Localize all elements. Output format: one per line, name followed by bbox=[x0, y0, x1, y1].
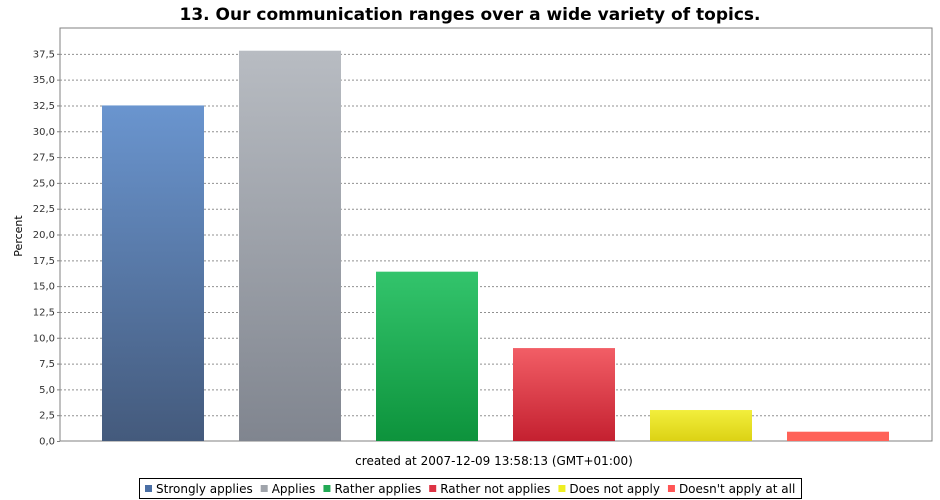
bar-6 bbox=[787, 431, 889, 441]
legend-box bbox=[139, 478, 802, 499]
y-tick-label: 10,0 bbox=[33, 333, 55, 344]
bar-5 bbox=[650, 410, 752, 441]
y-tick-label: 35,0 bbox=[33, 75, 55, 86]
legend-swatch bbox=[145, 485, 152, 492]
legend-swatch bbox=[323, 485, 331, 492]
y-tick-label: 7,5 bbox=[39, 359, 55, 370]
legend-label: Doesn't apply at all bbox=[679, 482, 795, 496]
x-axis-label: created at 2007-12-09 13:58:13 (GMT+01:0… bbox=[355, 454, 633, 468]
y-tick-label: 25,0 bbox=[33, 178, 55, 189]
y-tick-label: 27,5 bbox=[33, 153, 55, 164]
y-tick-label: 2,5 bbox=[39, 411, 55, 422]
legend-swatch bbox=[429, 485, 437, 492]
y-axis-label: Percent bbox=[12, 215, 25, 257]
legend: Strongly applies Applies Rather applies Rat… bbox=[139, 478, 802, 499]
y-tick-label: 32,5 bbox=[33, 101, 55, 112]
legend-swatch bbox=[260, 485, 268, 492]
bar-2 bbox=[239, 50, 341, 442]
bar-4 bbox=[513, 348, 615, 441]
y-axis-ticks: 0,0 2,5 5,0 7,5 10,0 12,5 15,0 17,5 20,0 22,5 25,0… bbox=[33, 49, 60, 448]
y-tick-label: 20,0 bbox=[33, 230, 55, 241]
y-tick-label: 5,0 bbox=[39, 385, 55, 396]
y-tick-label: 15,0 bbox=[33, 282, 55, 293]
chart-title: 13. Our communication ranges over a wide… bbox=[179, 5, 760, 25]
legend-label: Does not apply bbox=[569, 482, 660, 496]
bar-1 bbox=[102, 105, 204, 441]
bar-3 bbox=[376, 271, 478, 441]
legend-swatch bbox=[558, 485, 566, 492]
y-tick-label: 30,0 bbox=[33, 127, 55, 138]
y-tick-label: 0,0 bbox=[39, 437, 55, 448]
y-tick-label: 22,5 bbox=[33, 204, 55, 215]
legend-label: Applies bbox=[272, 482, 316, 496]
gridlines bbox=[60, 53, 932, 417]
bars bbox=[102, 50, 889, 442]
y-tick-label: 37,5 bbox=[33, 49, 55, 60]
y-tick-label: 17,5 bbox=[33, 256, 55, 267]
legend-label: Rather not applies bbox=[440, 482, 550, 496]
legend-label: Strongly applies bbox=[156, 482, 253, 496]
legend-label: Rather applies bbox=[334, 482, 421, 496]
legend-swatch bbox=[667, 485, 675, 492]
y-tick-label: 12,5 bbox=[33, 307, 55, 318]
